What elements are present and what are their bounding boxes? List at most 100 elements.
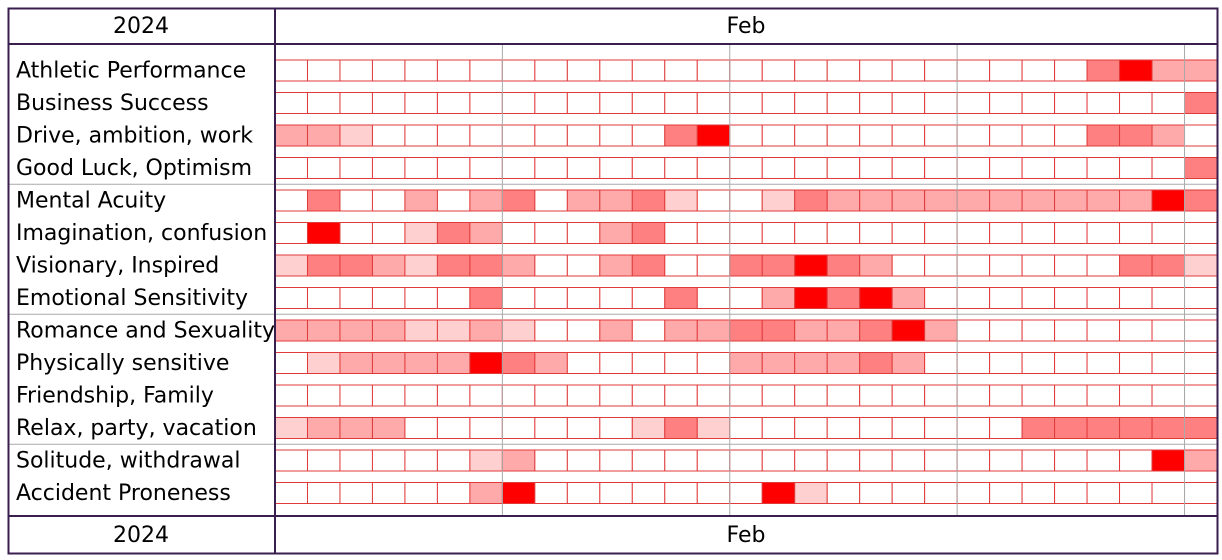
cell: [469, 124, 503, 147]
cell: [404, 189, 438, 212]
cell: [404, 449, 438, 472]
cell: [306, 287, 341, 309]
cell: [1119, 384, 1153, 407]
cell: [404, 287, 438, 309]
cell: [989, 59, 1023, 82]
cell: [371, 482, 406, 504]
cell: [1119, 189, 1153, 212]
cell: [859, 254, 893, 277]
cell: [956, 92, 991, 114]
cell: [1021, 482, 1056, 504]
cell: [339, 482, 373, 504]
cell: [1054, 254, 1088, 277]
cell: [989, 449, 1023, 472]
cell: [761, 417, 796, 439]
cell: [1086, 92, 1121, 114]
cell: [1054, 482, 1088, 504]
cell: [436, 92, 471, 114]
cell: [469, 417, 503, 439]
cell: [274, 287, 308, 309]
row-label: Drive, ambition, work: [16, 124, 253, 149]
cell: [761, 189, 796, 212]
cell: [469, 319, 503, 342]
cell: [891, 319, 926, 342]
cell: [859, 319, 893, 342]
cell: [371, 222, 406, 244]
cell: [664, 124, 698, 147]
cell: [436, 417, 471, 439]
cell: [794, 189, 828, 212]
cell: [1184, 189, 1218, 212]
cell: [891, 189, 926, 212]
cell: [339, 254, 373, 277]
cell: [534, 189, 568, 212]
cell: [1184, 254, 1218, 277]
cell: [1021, 189, 1056, 212]
cell: [794, 352, 828, 374]
cell: [1021, 319, 1056, 342]
cell: [501, 59, 536, 82]
cell: [1021, 352, 1056, 374]
month-header: Feb: [727, 14, 766, 39]
row-label: Solitude, withdrawal: [16, 449, 240, 474]
cell: [794, 124, 828, 147]
cell: [696, 254, 731, 277]
cell: [274, 59, 308, 82]
cell: [664, 352, 698, 374]
cell: [599, 157, 633, 179]
cell: [794, 384, 828, 407]
cell: [664, 92, 698, 114]
cell: [761, 287, 796, 309]
cell: [1086, 319, 1121, 342]
cell: [729, 222, 763, 244]
cell: [989, 222, 1023, 244]
cell: [989, 92, 1023, 114]
cell: [566, 352, 601, 374]
cell: [631, 157, 666, 179]
cell: [599, 59, 633, 82]
cell: [371, 254, 406, 277]
cell: [631, 287, 666, 309]
cell: [891, 449, 926, 472]
cell: [274, 319, 308, 342]
cell: [1119, 352, 1153, 374]
cell: [306, 59, 341, 82]
cell: [1151, 59, 1186, 82]
cell: [794, 59, 828, 82]
cell: [274, 254, 308, 277]
cell: [339, 189, 373, 212]
cell: [306, 254, 341, 277]
cell: [404, 482, 438, 504]
cell: [501, 384, 536, 407]
cell: [404, 124, 438, 147]
cell: [1184, 222, 1218, 244]
cell: [436, 384, 471, 407]
cell: [306, 222, 341, 244]
cell: [306, 482, 341, 504]
cell: [501, 417, 536, 439]
cell: [1151, 92, 1186, 114]
cell: [696, 92, 731, 114]
cell: [989, 417, 1023, 439]
frame: [7, 7, 1219, 555]
cell: [761, 124, 796, 147]
cell: [924, 92, 958, 114]
cell: [469, 92, 503, 114]
month-footer: Feb: [727, 523, 766, 548]
cell: [696, 482, 731, 504]
cell: [924, 449, 958, 472]
cell: [859, 124, 893, 147]
cell: [501, 449, 536, 472]
cell: [826, 352, 861, 374]
cell: [989, 287, 1023, 309]
cell: [599, 254, 633, 277]
cell: [1184, 157, 1218, 179]
cell: [469, 482, 503, 504]
cell: [956, 352, 991, 374]
cell: [859, 287, 893, 309]
cell: [696, 449, 731, 472]
cell: [599, 287, 633, 309]
row-label: Business Success: [16, 91, 209, 116]
cell: [1119, 482, 1153, 504]
